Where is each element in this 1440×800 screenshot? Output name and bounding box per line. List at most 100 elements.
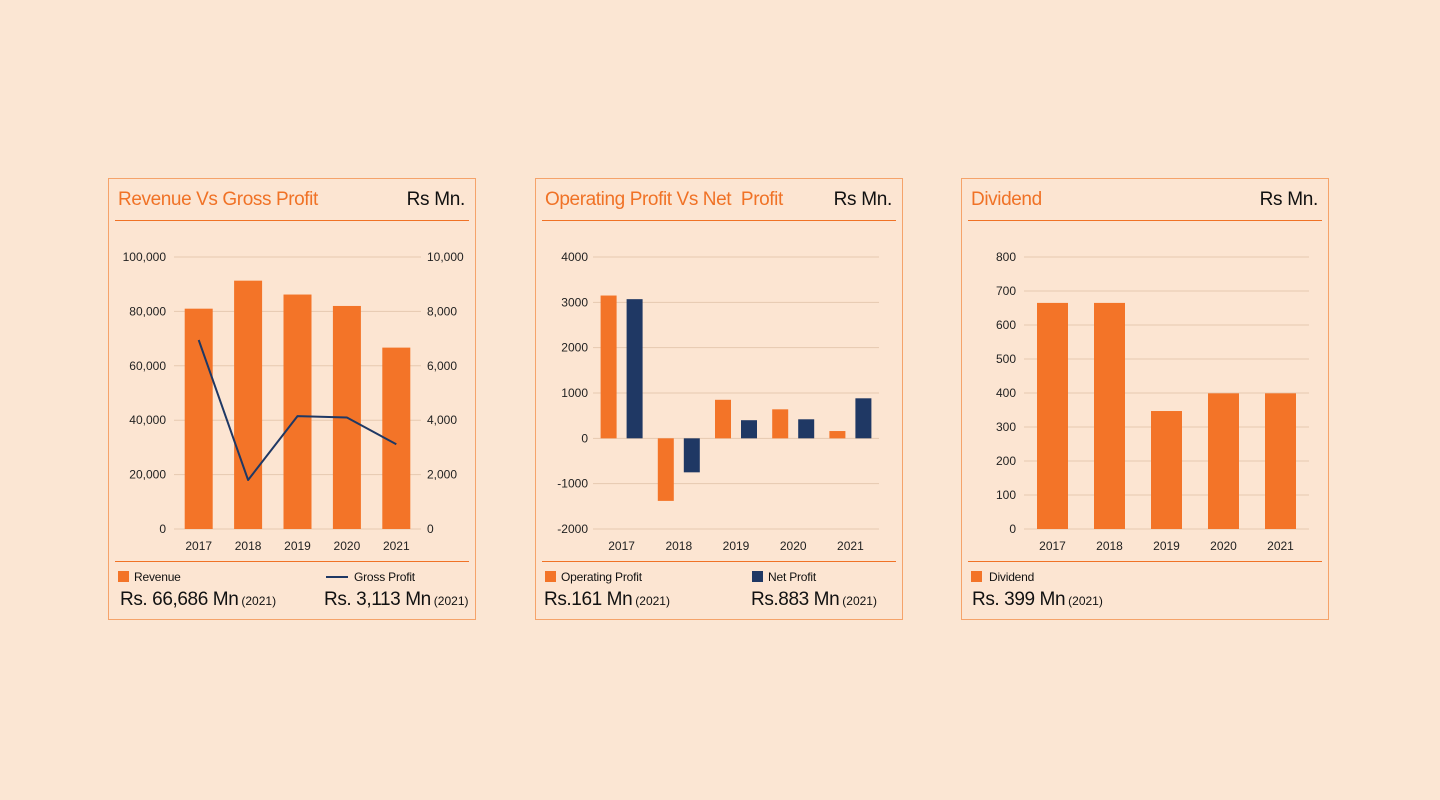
- y-tick-label: 4000: [561, 250, 588, 264]
- bar-dividend: [1151, 411, 1182, 529]
- x-tick-label: 2020: [334, 539, 361, 553]
- y2-tick-label: 2,000: [427, 468, 457, 482]
- bar-net-profit: [683, 438, 700, 473]
- bar-operating-profit: [772, 409, 789, 439]
- legend-swatch-revenue: [118, 571, 129, 582]
- divider: [115, 220, 469, 221]
- bar-dividend: [1094, 302, 1125, 529]
- y2-tick-label: 0: [427, 522, 434, 536]
- legend-label: Net Profit: [768, 570, 817, 584]
- y-tick-label: 40,000: [129, 413, 166, 427]
- summary-value: Rs. 399 Mn: [972, 589, 1066, 610]
- bar-operating-profit: [657, 438, 674, 501]
- bar-revenue: [283, 294, 312, 529]
- y-tick-label: 500: [996, 352, 1016, 366]
- revenue-summary: Rs. 66,686 Mn (2021): [120, 589, 276, 611]
- bar-dividend: [1208, 393, 1239, 529]
- bar-revenue: [184, 308, 213, 529]
- chart-unit: Rs Mn.: [406, 189, 466, 210]
- bar-dividend: [1037, 302, 1068, 529]
- summary-value: Rs.161 Mn: [544, 589, 633, 610]
- gross-profit-summary: Rs. 3,113 Mn (2021): [324, 589, 468, 611]
- legend-label: Dividend: [989, 570, 1035, 584]
- divider: [542, 220, 896, 221]
- y-tick-label: 3000: [561, 295, 588, 309]
- bar-net-profit: [741, 420, 757, 439]
- x-tick-label: 2019: [284, 539, 311, 553]
- x-tick-label: 2018: [235, 539, 262, 553]
- x-tick-label: 2020: [780, 539, 807, 553]
- dividend-panel: Dividend Rs Mn. 0 100 200 300 400 500 600 700 80…: [961, 178, 1329, 620]
- dividend-summary: Rs. 399 Mn (2021): [972, 589, 1103, 611]
- y-tick-label: 400: [996, 386, 1016, 400]
- x-tick-label: 2017: [608, 539, 635, 553]
- operating-profit-summary: Rs.161 Mn (2021): [544, 589, 670, 611]
- summary-year: (2021): [842, 594, 877, 608]
- summary-value: Rs. 66,686 Mn: [120, 589, 239, 610]
- chart-title: Revenue Vs Gross Profit: [118, 189, 318, 210]
- x-tick-label: 2021: [837, 539, 864, 553]
- chart-unit: Rs Mn.: [833, 189, 893, 210]
- operating-net-profit-chart: -2000 -1000 0 1000 2000 3000 4000 2017 2018 2019 2…: [557, 250, 879, 553]
- x-tick-label: 2017: [185, 539, 212, 553]
- bar-revenue: [234, 280, 263, 529]
- legend-dividend: Dividend: [971, 570, 1034, 584]
- revenue-gross-profit-panel: Revenue Vs Gross Profit Rs Mn. 0 20,000 40…: [108, 178, 476, 620]
- y-tick-label: -2000: [557, 522, 588, 536]
- legend-gross-profit: Gross Profit: [326, 570, 415, 584]
- divider: [968, 561, 1322, 562]
- summary-year: (2021): [635, 594, 670, 608]
- x-tick-label: 2021: [383, 539, 410, 553]
- y-tick-label: 300: [996, 420, 1016, 434]
- y-tick-label: 100: [996, 488, 1016, 502]
- x-tick-label: 2018: [665, 539, 692, 553]
- y-tick-label: 20,000: [129, 468, 166, 482]
- bar-net-profit: [855, 398, 872, 439]
- divider: [542, 561, 896, 562]
- legend-line-gross-profit: [326, 576, 348, 578]
- y-tick-label: 100,000: [123, 250, 167, 264]
- summary-value: Rs. 3,113 Mn: [324, 589, 431, 610]
- divider: [968, 220, 1322, 221]
- x-tick-label: 2019: [1153, 539, 1180, 553]
- y-tick-label: 0: [581, 431, 588, 445]
- y2-tick-label: 8,000: [427, 304, 457, 318]
- legend-label: Revenue: [134, 570, 181, 584]
- line-gross-profit: [197, 339, 397, 481]
- operating-net-profit-panel: Operating Profit Vs Net Profit Rs Mn. -2…: [535, 178, 903, 620]
- summary-year: (2021): [241, 594, 277, 608]
- x-tick-label: 2021: [1267, 539, 1294, 553]
- legend-swatch-net-profit: [752, 571, 763, 582]
- chart-unit: Rs Mn.: [1259, 189, 1319, 210]
- legend-label: Gross Profit: [354, 570, 415, 584]
- y-tick-label: 200: [996, 454, 1016, 468]
- legend-revenue: Revenue: [118, 570, 181, 584]
- legend-net-profit: Net Profit: [752, 570, 816, 584]
- legend-operating-profit: Operating Profit: [545, 570, 642, 584]
- bar-operating-profit: [600, 295, 617, 439]
- y-tick-label: 1000: [561, 386, 588, 400]
- revenue-gross-profit-chart: 0 20,000 40,000 60,000 80,000 100,000 0 2,000 4,…: [123, 250, 464, 553]
- legend-label: Operating Profit: [561, 570, 642, 584]
- y-tick-label: 700: [996, 284, 1016, 298]
- bar-dividend: [1265, 393, 1296, 529]
- y-tick-label: 600: [996, 318, 1016, 332]
- bar-operating-profit: [829, 431, 846, 439]
- summary-year: (2021): [1068, 594, 1103, 608]
- chart-title: Dividend: [971, 189, 1042, 210]
- y2-tick-label: 10,000: [427, 250, 464, 264]
- summary-value: Rs.883 Mn: [751, 589, 840, 610]
- dividend-chart: 0 100 200 300 400 500 600 700 800 2017 2018 2019 202…: [996, 250, 1309, 553]
- x-tick-label: 2020: [1210, 539, 1237, 553]
- legend-swatch-operating-profit: [545, 571, 556, 582]
- divider: [115, 561, 469, 562]
- x-tick-label: 2017: [1039, 539, 1066, 553]
- bar-net-profit: [798, 419, 815, 439]
- y-tick-label: 60,000: [129, 359, 166, 373]
- summary-year: (2021): [433, 594, 469, 608]
- y-tick-label: 800: [996, 250, 1016, 264]
- legend-swatch-dividend: [971, 571, 982, 582]
- y-tick-label: -1000: [557, 477, 588, 491]
- x-tick-label: 2019: [723, 539, 750, 553]
- net-profit-summary: Rs.883 Mn (2021): [751, 589, 877, 611]
